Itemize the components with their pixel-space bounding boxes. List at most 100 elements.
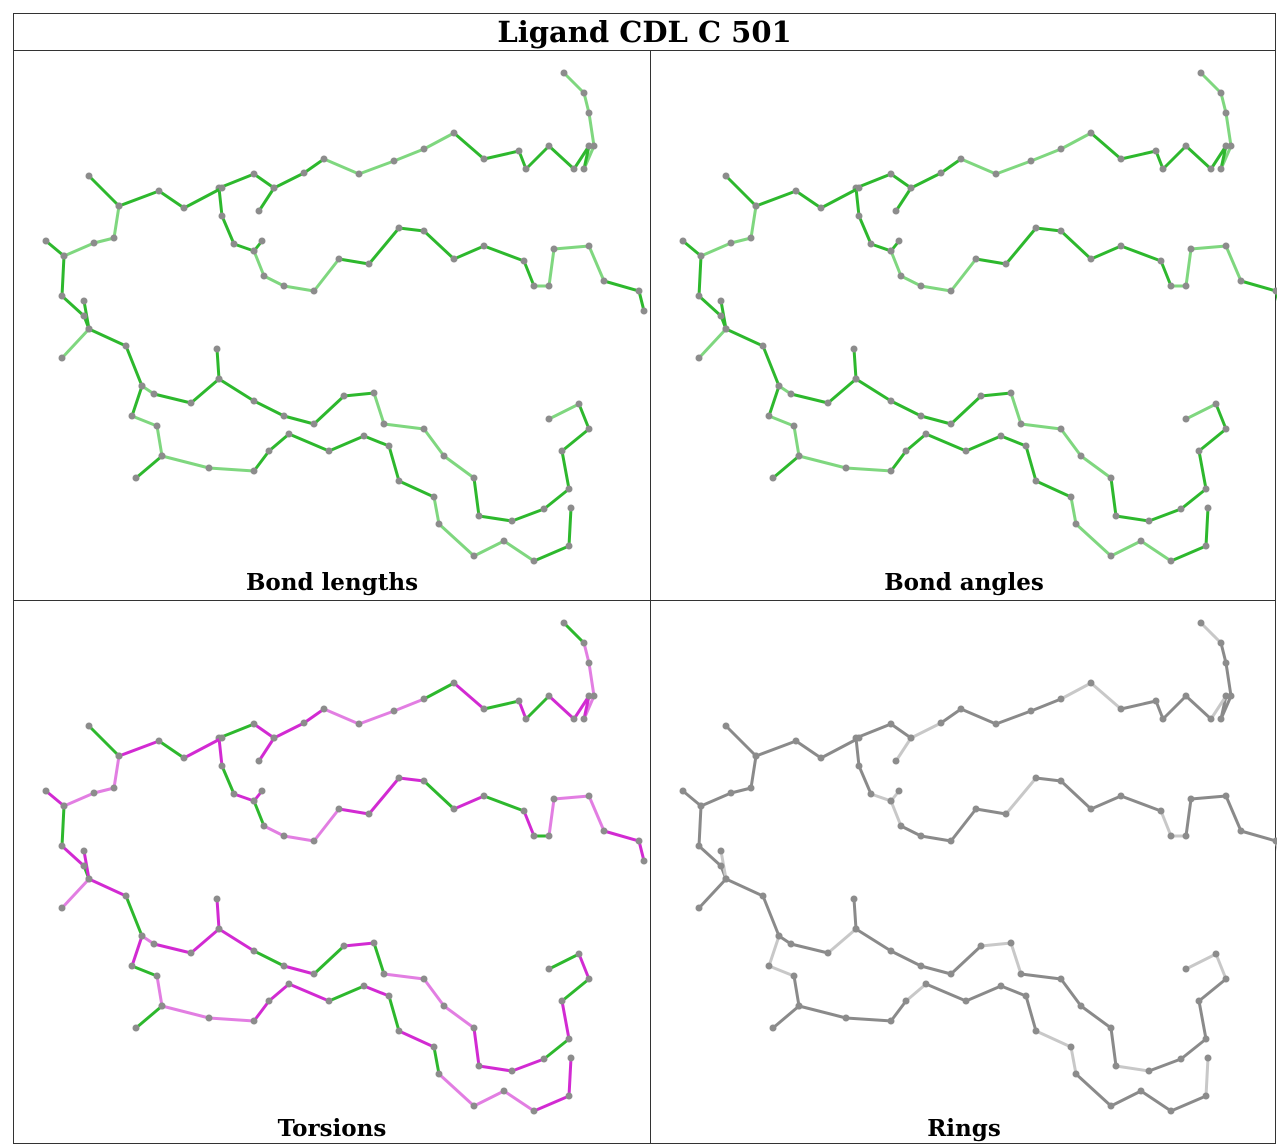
atom xyxy=(280,832,288,840)
atom xyxy=(230,240,238,248)
atom xyxy=(565,1092,573,1100)
atom xyxy=(1182,965,1190,973)
grid-divider-horizontal xyxy=(14,600,1275,601)
atom xyxy=(895,237,903,245)
bond xyxy=(560,977,591,1003)
bond xyxy=(397,1029,436,1049)
atom xyxy=(817,204,825,212)
atom xyxy=(717,862,725,870)
bond xyxy=(437,1072,476,1108)
atom xyxy=(565,485,573,493)
bond xyxy=(1197,999,1208,1041)
atom xyxy=(635,837,643,845)
bond xyxy=(794,739,823,760)
bond xyxy=(1114,514,1151,523)
bond xyxy=(1224,111,1233,148)
bond xyxy=(959,157,998,176)
atom xyxy=(265,447,273,455)
bond xyxy=(337,807,371,816)
atom xyxy=(250,720,258,728)
atom xyxy=(947,837,955,845)
atom xyxy=(470,1102,478,1110)
bond xyxy=(302,707,326,725)
molecule-drawing-torsions xyxy=(42,619,648,1115)
bond xyxy=(1059,427,1083,458)
bond xyxy=(262,824,286,838)
atom xyxy=(695,292,703,300)
atom xyxy=(1157,807,1165,815)
bond xyxy=(1199,71,1223,95)
atom xyxy=(892,207,900,215)
atom xyxy=(558,447,566,455)
bond xyxy=(572,144,591,171)
atom xyxy=(1072,1070,1080,1078)
bond xyxy=(699,791,733,808)
bond xyxy=(1184,402,1218,421)
atom xyxy=(1017,970,1025,978)
atom xyxy=(1087,129,1095,137)
bond xyxy=(477,514,514,523)
atom xyxy=(395,224,403,232)
bond xyxy=(1089,681,1123,711)
atom xyxy=(85,875,93,883)
bond xyxy=(547,402,581,421)
bond xyxy=(789,392,830,405)
atom xyxy=(435,1070,443,1078)
bond xyxy=(282,834,316,843)
atom xyxy=(1217,639,1225,647)
bond xyxy=(1184,797,1193,838)
bond xyxy=(1109,539,1143,558)
atom xyxy=(1204,1054,1212,1062)
atom xyxy=(1057,425,1065,433)
atom xyxy=(769,474,777,482)
atom xyxy=(855,212,863,220)
atom xyxy=(260,822,268,830)
atom xyxy=(115,202,123,210)
bond xyxy=(392,147,426,163)
bond xyxy=(532,1094,571,1113)
bond xyxy=(207,1016,256,1023)
bond xyxy=(472,539,506,558)
atom xyxy=(335,805,343,813)
bond xyxy=(749,754,758,790)
bond xyxy=(919,964,953,976)
bond xyxy=(87,174,121,208)
atom xyxy=(395,1027,403,1035)
atom xyxy=(158,452,166,460)
atom xyxy=(155,737,163,745)
atom xyxy=(887,1017,895,1025)
atom xyxy=(500,537,508,545)
bond xyxy=(1074,1072,1113,1108)
atom xyxy=(150,940,158,948)
bond xyxy=(252,999,271,1023)
bond xyxy=(1059,779,1093,811)
atom xyxy=(340,392,348,400)
bond xyxy=(724,877,765,898)
atom xyxy=(530,1107,538,1115)
atom xyxy=(500,1087,508,1095)
bond xyxy=(889,799,903,828)
bond xyxy=(1079,454,1113,480)
atom xyxy=(325,997,333,1005)
atom xyxy=(769,1024,777,1032)
bond xyxy=(130,384,144,418)
atom xyxy=(585,425,593,433)
bond xyxy=(1024,994,1038,1033)
bond xyxy=(749,204,758,240)
atom xyxy=(1217,715,1225,723)
bond xyxy=(60,327,91,360)
bond xyxy=(979,391,1013,398)
atom xyxy=(475,1062,483,1070)
atom xyxy=(917,412,925,420)
bond xyxy=(267,432,291,453)
atom xyxy=(640,857,648,865)
atom xyxy=(450,129,458,137)
atom xyxy=(250,947,258,955)
atom xyxy=(560,69,568,77)
grid-divider-vertical xyxy=(650,51,651,1144)
bond xyxy=(1139,539,1173,563)
atom xyxy=(1032,477,1040,485)
bond xyxy=(287,982,331,1003)
atom xyxy=(887,467,895,475)
bond xyxy=(1139,1089,1173,1113)
